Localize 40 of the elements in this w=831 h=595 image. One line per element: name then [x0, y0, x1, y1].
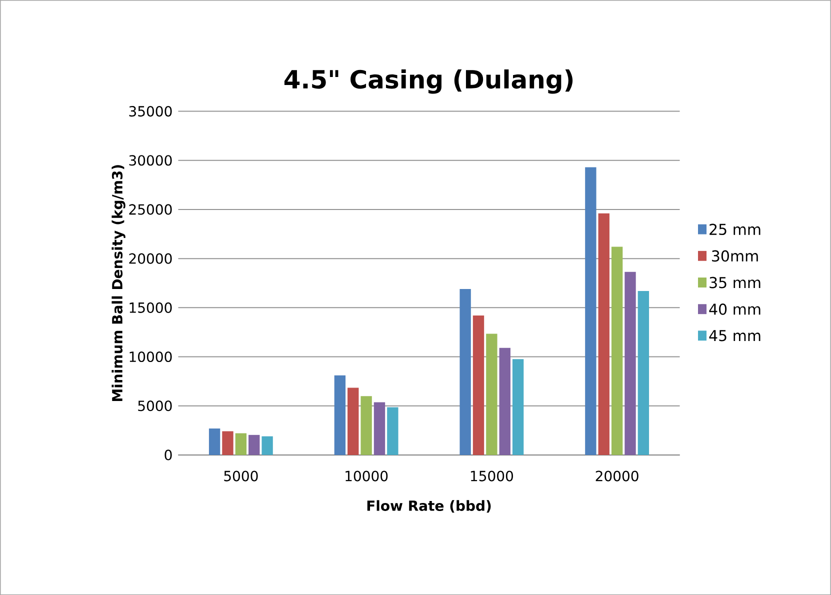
y-tick-label: 10000 — [130, 351, 172, 362]
y-axis-title: Minimum Ball Density (kg/m3) — [112, 165, 126, 401]
bar — [472, 315, 484, 455]
bar — [638, 290, 650, 455]
bar — [248, 434, 260, 455]
bar — [585, 167, 596, 455]
bar — [460, 288, 471, 455]
bar — [360, 396, 372, 455]
bar — [486, 334, 498, 455]
x-tick-label: 10000 — [346, 470, 388, 482]
legend-label: 40 mm — [709, 303, 760, 315]
bar — [387, 407, 398, 455]
bar — [624, 272, 636, 455]
legend-label: 25 mm — [710, 224, 760, 235]
bar — [348, 388, 359, 455]
legend-label: 45 mm — [709, 330, 760, 342]
bar — [235, 433, 247, 455]
bar — [512, 359, 524, 455]
y-tick-label: 0 — [164, 450, 172, 460]
y-tick-label: 15000 — [130, 302, 172, 313]
y-tick-label: 30000 — [129, 154, 172, 166]
bar — [611, 246, 623, 455]
bar — [334, 375, 346, 455]
bar — [208, 428, 220, 455]
chart-title: 4.5" Casing (Dulang) — [284, 69, 573, 94]
bar — [499, 348, 510, 455]
x-tick-label: 20000 — [596, 470, 638, 482]
x-tick-label: 15000 — [470, 470, 513, 482]
legend-label: 30mm — [712, 250, 758, 262]
bar — [598, 213, 610, 455]
legend-label: 35 mm — [710, 276, 760, 288]
y-tick-label: 25000 — [129, 204, 172, 215]
bar — [222, 431, 234, 455]
y-tick-label: 5000 — [138, 400, 172, 412]
bar — [262, 436, 273, 455]
y-tick-label: 35000 — [129, 106, 172, 116]
bar — [374, 402, 386, 455]
x-tick-label: 5000 — [224, 470, 258, 482]
x-axis-title: Flow Rate (bbd) — [367, 500, 491, 513]
y-tick-label: 20000 — [129, 253, 172, 264]
